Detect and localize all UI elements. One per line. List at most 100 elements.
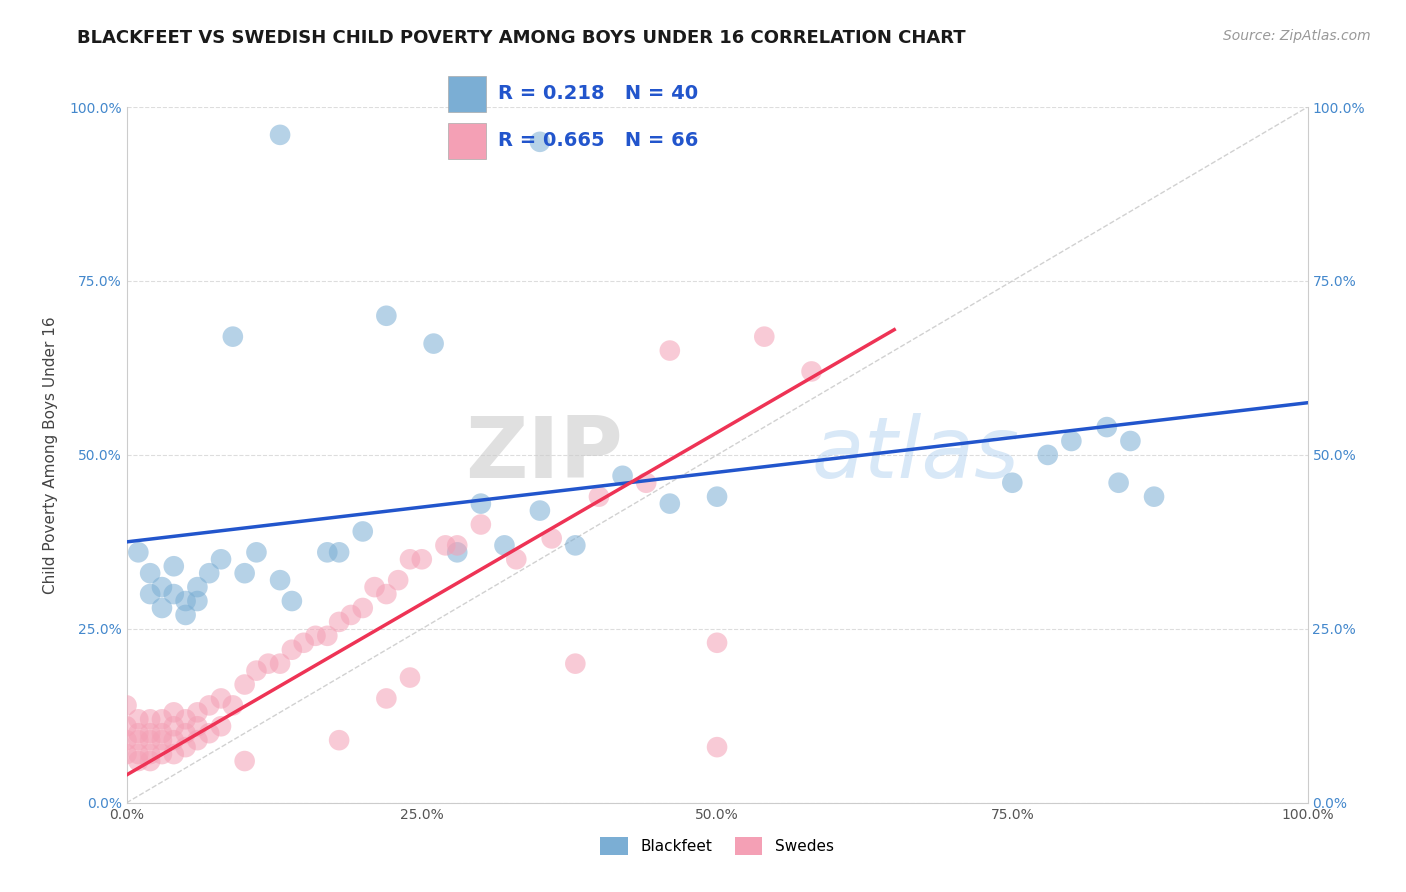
Point	[209, 719, 232, 733]
Point	[422, 336, 444, 351]
Point	[150, 733, 173, 747]
Point	[127, 754, 149, 768]
Point	[150, 601, 173, 615]
Point	[198, 726, 221, 740]
Point	[127, 712, 149, 726]
Point	[115, 698, 138, 713]
Point	[269, 128, 291, 142]
Point	[281, 594, 304, 608]
Point	[186, 580, 208, 594]
Text: R = 0.665   N = 66: R = 0.665 N = 66	[498, 131, 699, 150]
Point	[163, 719, 186, 733]
Point	[127, 733, 149, 747]
Point	[399, 671, 422, 685]
Point	[1119, 434, 1142, 448]
Point	[470, 497, 492, 511]
Point	[304, 629, 326, 643]
Point	[174, 607, 197, 622]
Point	[127, 545, 149, 559]
Point	[209, 552, 232, 566]
Point	[658, 343, 681, 358]
Point	[375, 691, 398, 706]
Point	[800, 364, 823, 378]
Point	[139, 754, 162, 768]
Point	[754, 329, 776, 343]
Point	[636, 475, 658, 490]
Point	[363, 580, 385, 594]
Point	[186, 706, 208, 720]
Point	[269, 657, 291, 671]
Point	[174, 740, 197, 755]
Point	[529, 135, 551, 149]
FancyBboxPatch shape	[447, 76, 486, 112]
FancyBboxPatch shape	[447, 123, 486, 159]
Point	[1036, 448, 1059, 462]
Point	[198, 566, 221, 581]
Point	[470, 517, 492, 532]
Point	[375, 309, 398, 323]
Point	[352, 524, 374, 539]
Point	[163, 747, 186, 761]
Point	[328, 733, 350, 747]
Point	[163, 706, 186, 720]
Point	[245, 664, 267, 678]
Point	[198, 698, 221, 713]
Point	[446, 538, 468, 552]
Point	[186, 594, 208, 608]
Point	[115, 719, 138, 733]
Point	[127, 726, 149, 740]
Point	[706, 740, 728, 755]
Point	[1095, 420, 1118, 434]
Point	[257, 657, 280, 671]
Point	[658, 497, 681, 511]
Point	[1001, 475, 1024, 490]
Point	[139, 712, 162, 726]
Point	[139, 566, 162, 581]
Point	[529, 503, 551, 517]
Point	[505, 552, 527, 566]
Point	[163, 733, 186, 747]
Point	[222, 329, 245, 343]
Point	[281, 642, 304, 657]
Point	[139, 726, 162, 740]
Point	[494, 538, 516, 552]
Point	[233, 754, 256, 768]
Text: Source: ZipAtlas.com: Source: ZipAtlas.com	[1223, 29, 1371, 43]
Point	[375, 587, 398, 601]
Point	[209, 691, 232, 706]
Point	[222, 698, 245, 713]
Point	[316, 545, 339, 559]
Point	[115, 733, 138, 747]
Point	[564, 657, 586, 671]
Point	[174, 594, 197, 608]
Point	[127, 747, 149, 761]
Point	[399, 552, 422, 566]
Point	[588, 490, 610, 504]
Point	[1143, 490, 1166, 504]
Point	[174, 726, 197, 740]
Point	[328, 615, 350, 629]
Point	[150, 580, 173, 594]
Point	[174, 712, 197, 726]
Point	[612, 468, 634, 483]
Y-axis label: Child Poverty Among Boys Under 16: Child Poverty Among Boys Under 16	[44, 316, 58, 594]
Point	[316, 629, 339, 643]
Point	[706, 636, 728, 650]
Point	[1108, 475, 1130, 490]
Point	[115, 747, 138, 761]
Point	[163, 587, 186, 601]
Text: atlas: atlas	[811, 413, 1019, 497]
Point	[1060, 434, 1083, 448]
Point	[233, 566, 256, 581]
Point	[387, 573, 409, 587]
Point	[352, 601, 374, 615]
Legend: Blackfeet, Swedes: Blackfeet, Swedes	[595, 830, 839, 862]
Point	[163, 559, 186, 574]
Point	[139, 733, 162, 747]
Point	[540, 532, 562, 546]
Point	[233, 677, 256, 691]
Text: BLACKFEET VS SWEDISH CHILD POVERTY AMONG BOYS UNDER 16 CORRELATION CHART: BLACKFEET VS SWEDISH CHILD POVERTY AMONG…	[77, 29, 966, 46]
Text: ZIP: ZIP	[465, 413, 623, 497]
Point	[328, 545, 350, 559]
Point	[186, 719, 208, 733]
